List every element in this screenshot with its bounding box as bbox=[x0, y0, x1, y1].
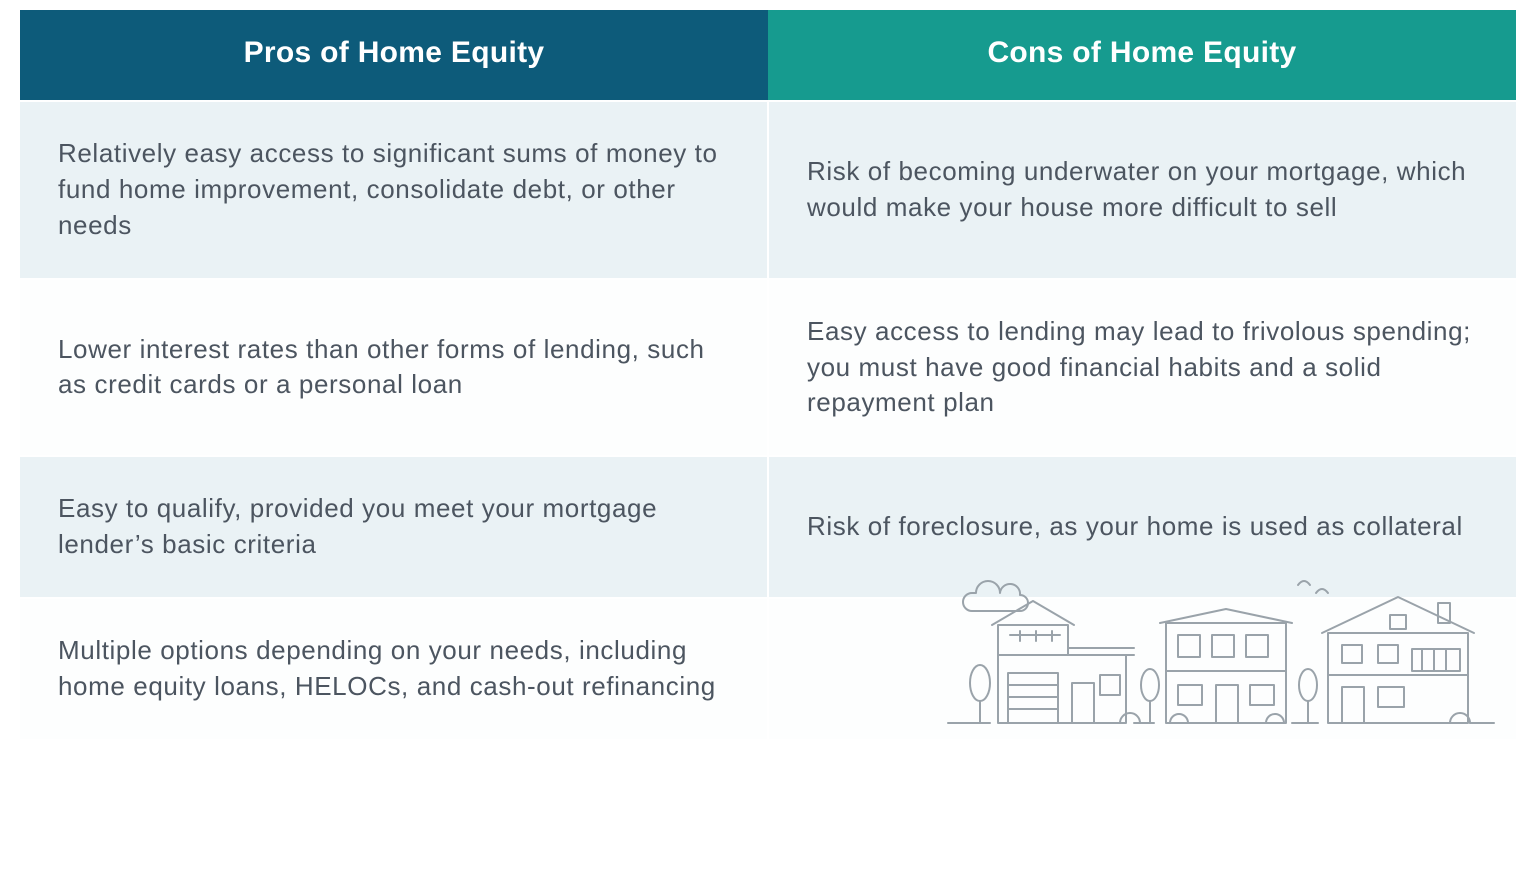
table-row: Relatively easy access to significant su… bbox=[20, 101, 1516, 279]
table-row: Multiple options depending on your needs… bbox=[20, 598, 1516, 740]
cell-pros: Multiple options depending on your needs… bbox=[20, 598, 768, 740]
table-header-row: Pros of Home Equity Cons of Home Equity bbox=[20, 10, 1516, 101]
table-row: Lower interest rates than other forms of… bbox=[20, 279, 1516, 457]
header-pros: Pros of Home Equity bbox=[20, 10, 768, 101]
cell-cons: Easy access to lending may lead to frivo… bbox=[768, 279, 1516, 457]
cell-pros: Lower interest rates than other forms of… bbox=[20, 279, 768, 457]
houses-icon bbox=[938, 563, 1498, 733]
pros-cons-table: Pros of Home Equity Cons of Home Equity … bbox=[20, 10, 1516, 741]
cell-cons-illustration bbox=[768, 598, 1516, 740]
cell-pros: Easy to qualify, provided you meet your … bbox=[20, 456, 768, 598]
header-cons: Cons of Home Equity bbox=[768, 10, 1516, 101]
cell-pros: Relatively easy access to significant su… bbox=[20, 101, 768, 279]
pros-cons-table-wrap: Pros of Home Equity Cons of Home Equity … bbox=[20, 10, 1516, 741]
cell-cons: Risk of becoming underwater on your mort… bbox=[768, 101, 1516, 279]
